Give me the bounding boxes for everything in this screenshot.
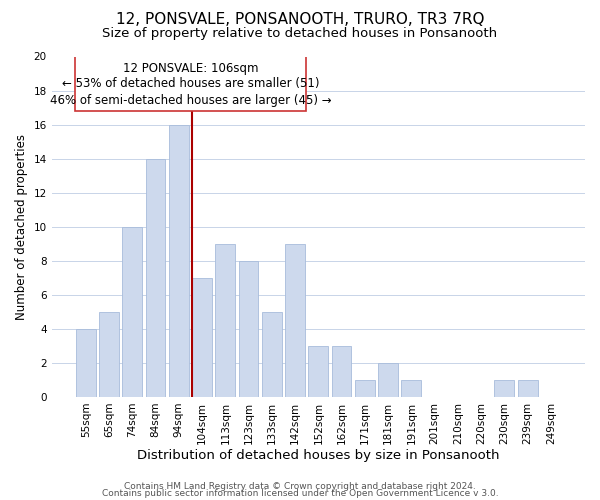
Bar [146,158,166,397]
Bar [332,346,352,397]
Text: Contains public sector information licensed under the Open Government Licence v : Contains public sector information licen… [101,490,499,498]
X-axis label: Distribution of detached houses by size in Ponsanooth: Distribution of detached houses by size … [137,450,500,462]
Bar [76,329,95,397]
Text: 12 PONSVALE: 106sqm: 12 PONSVALE: 106sqm [122,62,258,75]
Bar [215,244,235,397]
Bar [122,226,142,397]
Text: 46% of semi-detached houses are larger (45) →: 46% of semi-detached houses are larger (… [50,94,331,106]
Bar [355,380,375,397]
Bar [518,380,538,397]
Text: 12, PONSVALE, PONSANOOTH, TRURO, TR3 7RQ: 12, PONSVALE, PONSANOOTH, TRURO, TR3 7RQ [116,12,484,28]
Bar [262,312,282,397]
Bar [192,278,212,397]
Bar [378,363,398,397]
Bar [99,312,119,397]
Bar [169,124,188,397]
Bar [239,261,259,397]
Text: Size of property relative to detached houses in Ponsanooth: Size of property relative to detached ho… [103,28,497,40]
Bar [494,380,514,397]
Bar [285,244,305,397]
Bar [401,380,421,397]
Y-axis label: Number of detached properties: Number of detached properties [15,134,28,320]
Text: ← 53% of detached houses are smaller (51): ← 53% of detached houses are smaller (51… [62,77,319,90]
Bar [308,346,328,397]
Text: Contains HM Land Registry data © Crown copyright and database right 2024.: Contains HM Land Registry data © Crown c… [124,482,476,491]
FancyBboxPatch shape [74,56,306,111]
